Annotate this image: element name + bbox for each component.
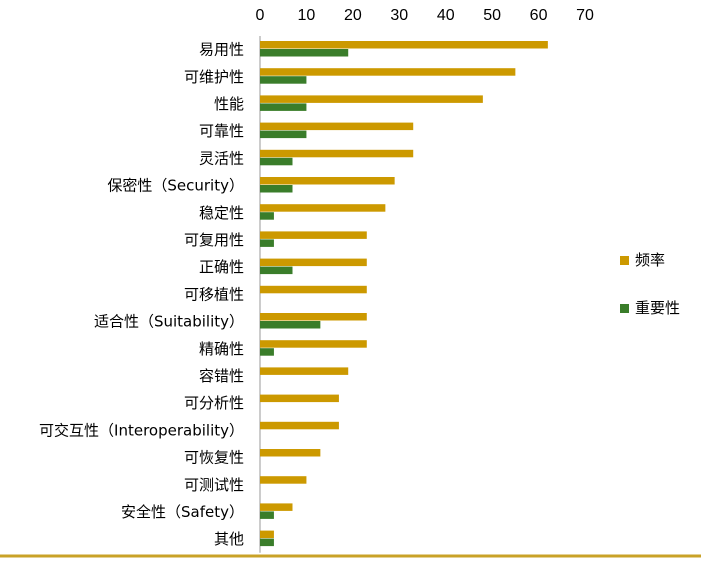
bar-frequency (260, 449, 321, 457)
bar-frequency (260, 149, 414, 158)
bar-importance (260, 185, 293, 193)
bar-frequency (260, 476, 307, 484)
bar-importance (260, 76, 307, 84)
x-tick-label: 30 (390, 7, 408, 24)
bar-importance (260, 239, 274, 247)
bar-importance (260, 49, 349, 57)
bar-frequency (260, 313, 367, 321)
category-label: 正确性 (199, 258, 244, 276)
category-label: 可分析性 (184, 394, 244, 412)
x-tick-label: 0 (256, 7, 265, 24)
category-label: 可复用性 (184, 231, 244, 249)
bar-frequency (260, 394, 339, 403)
bar-frequency (260, 421, 339, 430)
legend-label: 重要性 (635, 299, 680, 317)
bar-importance (260, 103, 307, 111)
bar-frequency (260, 41, 548, 49)
category-label: 可恢复性 (184, 449, 244, 467)
x-tick-label: 60 (530, 7, 548, 24)
bar-frequency (260, 258, 367, 267)
bar-frequency (260, 95, 483, 103)
bar-importance (260, 212, 274, 220)
category-label: 灵活性 (199, 149, 244, 167)
category-label: 精确性 (199, 340, 244, 358)
legend-label: 频率 (635, 251, 665, 269)
bar-frequency (260, 530, 274, 539)
category-label: 可移植性 (184, 285, 244, 303)
x-tick-label: 10 (298, 7, 316, 24)
category-label: 稳定性 (199, 204, 244, 222)
bar-frequency (260, 231, 367, 239)
category-label: 安全性（Safety） (121, 503, 244, 521)
bar-frequency (260, 122, 414, 131)
bar-frequency (260, 367, 349, 375)
category-label: 可靠性 (199, 122, 244, 140)
x-tick-label: 50 (483, 7, 501, 24)
bar-importance (260, 321, 321, 329)
legend-swatch (620, 256, 629, 265)
category-label: 易用性 (199, 41, 244, 59)
category-label: 适合性（Suitability） (94, 313, 244, 331)
bar-frequency (260, 177, 395, 185)
bar-importance (260, 348, 274, 356)
bar-importance (260, 538, 274, 547)
category-label: 可测试性 (184, 476, 244, 494)
bar-frequency (260, 285, 367, 294)
bars (260, 41, 548, 547)
legend-swatch (620, 304, 629, 313)
category-label: 容错性 (199, 367, 244, 385)
category-label: 可交互性（Interoperability） (39, 421, 244, 439)
category-label: 可维护性 (184, 68, 244, 86)
category-label: 性能 (214, 95, 244, 113)
x-tick-label: 40 (437, 7, 455, 24)
x-tick-label: 70 (576, 7, 594, 24)
bar-importance (260, 157, 293, 166)
bar-importance (260, 511, 274, 519)
x-axis-ticks: 0 10 20 30 40 50 60 70 (256, 7, 594, 24)
bar-frequency (260, 68, 516, 76)
bar-frequency (260, 340, 367, 348)
category-label: 其他 (214, 530, 244, 548)
x-tick-label: 20 (344, 7, 362, 24)
bar-importance (260, 266, 293, 275)
category-label: 保密性（Security） (107, 177, 244, 195)
bar-importance (260, 130, 307, 139)
bar-frequency (260, 204, 386, 212)
bar-frequency (260, 503, 293, 511)
